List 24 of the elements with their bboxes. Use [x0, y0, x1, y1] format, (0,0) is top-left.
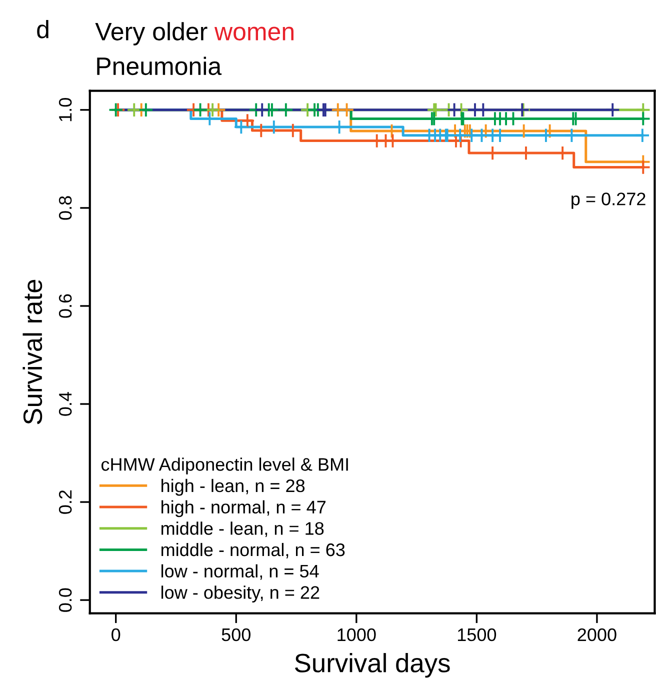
annotation: p = 0.272: [572, 192, 646, 209]
legend-title: cHMW Adiponectin level & BMI: [101, 458, 348, 474]
x-tick-label: 2000: [578, 628, 616, 642]
y-tick-label: 0.2: [58, 490, 72, 514]
x-tick-label: 0: [112, 628, 120, 642]
y-tick-label: 0.6: [58, 294, 72, 318]
x-tick-label: 1500: [458, 628, 496, 642]
y-tick-label: 0.4: [58, 392, 72, 416]
legend-label: middle - lean, n = 18: [161, 522, 324, 537]
y-tick-label: 0.8: [58, 196, 72, 220]
chart-subtitle: Pneumonia: [97, 56, 222, 76]
legend-label: low - normal, n = 54: [162, 564, 319, 580]
legend-label: high - normal, n = 47: [162, 500, 326, 518]
x-tick-label: 500: [222, 628, 250, 642]
legend-label: high - lean, n = 28: [162, 478, 305, 496]
y-tick-label: 1.0: [58, 98, 72, 122]
chart-title: Very older women: [95, 22, 294, 46]
y-axis-title: Survival rate: [22, 280, 42, 424]
x-axis-title: Survival days: [295, 653, 450, 678]
legend-label: low - obesity, n = 22: [162, 586, 320, 602]
y-tick-label: 0.0: [58, 588, 72, 612]
text: d: [37, 20, 48, 38]
legend-label: middle - normal, n = 63: [161, 542, 345, 558]
x-tick-label: 1000: [338, 628, 376, 642]
